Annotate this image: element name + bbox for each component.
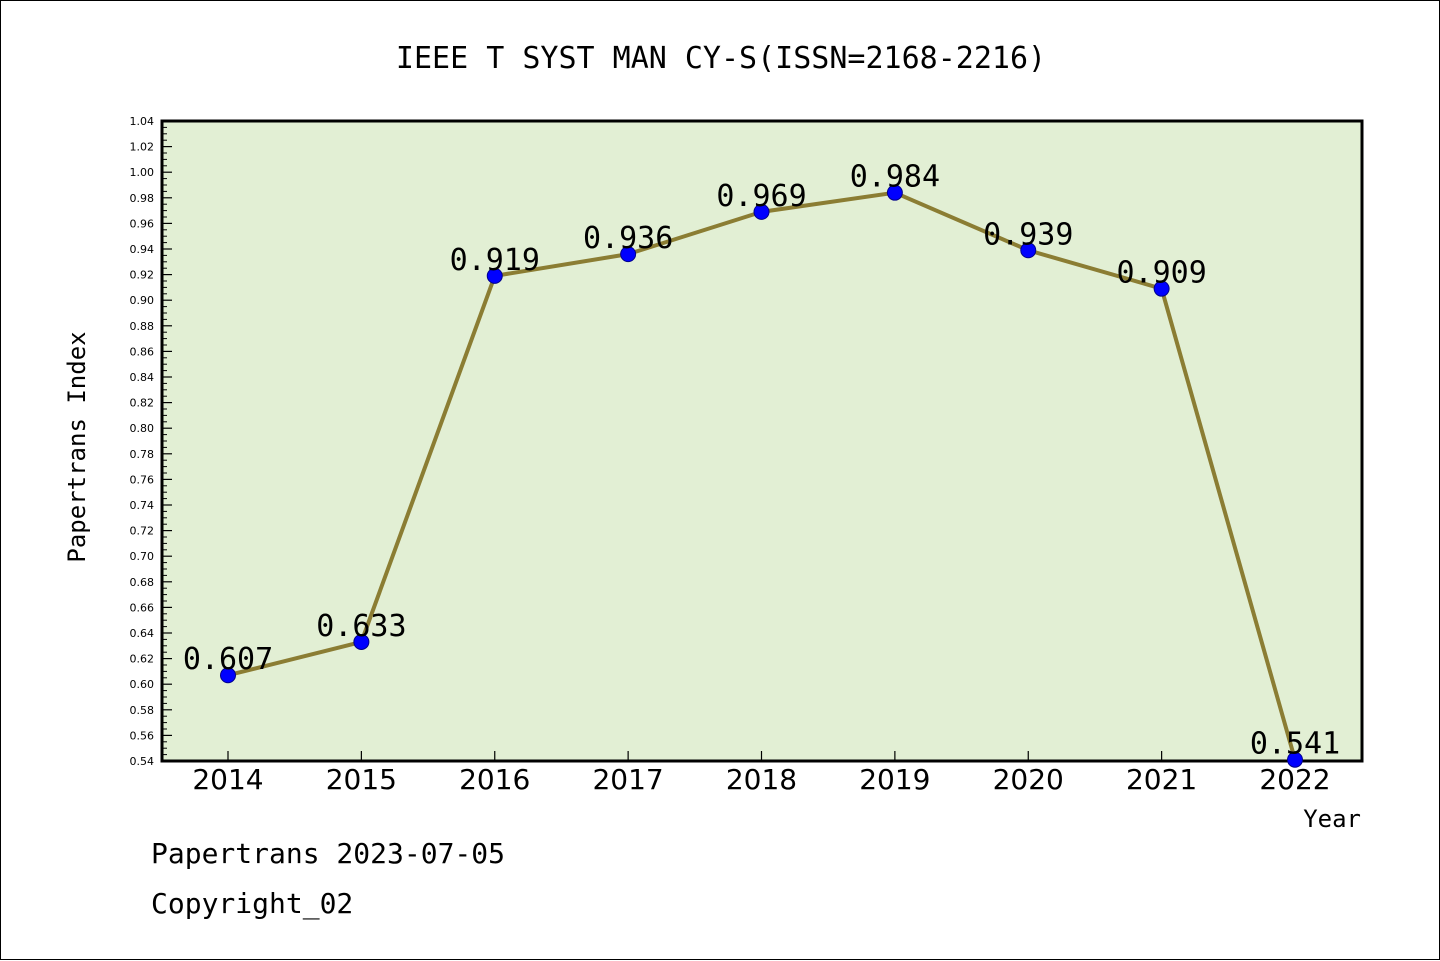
data-label: 0.939 — [983, 217, 1073, 252]
x-tick-label: 2019 — [859, 763, 930, 796]
y-tick-label: 0.86 — [130, 345, 155, 358]
data-point — [1287, 751, 1303, 768]
x-tick-label: 2021 — [1126, 763, 1197, 796]
plot-area — [160, 119, 1364, 763]
data-point — [1020, 242, 1037, 259]
y-tick-label: 0.96 — [130, 217, 155, 230]
y-tick-label: 0.76 — [130, 473, 155, 486]
footer-source: Papertrans 2023-07-05 — [151, 837, 506, 870]
x-tick-label: 2020 — [993, 763, 1064, 796]
y-tick-label: 1.04 — [130, 115, 155, 128]
y-tick-label: 0.60 — [130, 678, 155, 691]
data-label: 0.936 — [583, 221, 673, 256]
chart-title: IEEE T SYST MAN CY-S(ISSN=2168-2216) — [396, 41, 1046, 76]
data-point — [486, 267, 503, 284]
y-tick-label: 0.74 — [130, 499, 155, 512]
y-tick-label: 0.70 — [130, 550, 155, 563]
y-tick-label: 0.80 — [130, 422, 155, 435]
y-tick-label: 0.92 — [130, 269, 155, 282]
y-tick-label: 0.88 — [130, 320, 155, 333]
x-tick-label: 2022 — [1259, 763, 1330, 796]
y-tick-label: 0.94 — [130, 243, 155, 256]
data-label: 0.909 — [1116, 256, 1206, 291]
y-axis-title: Papertrans Index — [63, 331, 91, 562]
data-point — [886, 184, 903, 201]
y-tick-label: 0.54 — [130, 755, 155, 768]
data-label: 0.969 — [716, 179, 806, 214]
y-tick-label: 0.58 — [130, 704, 155, 717]
y-tick-label: 0.64 — [130, 627, 155, 640]
y-axis: 0.54 0.56 0.58 0.60 0.62 0.64 0.66 0.68 0.70 0.72… — [130, 115, 172, 768]
y-tick-label: 0.66 — [130, 601, 155, 614]
data-label: 0.633 — [316, 609, 406, 644]
y-tick-label: 0.84 — [130, 371, 155, 384]
data-point — [353, 633, 370, 650]
data-label: 0.919 — [450, 243, 540, 278]
data-point — [753, 203, 770, 220]
y-tick-label: 0.78 — [130, 448, 155, 461]
y-tick-label: 0.62 — [130, 653, 155, 666]
y-tick-label: 0.72 — [130, 525, 155, 538]
data-label: 0.541 — [1250, 727, 1340, 762]
x-tick-label: 2015 — [326, 763, 397, 796]
y-tick-label: 1.02 — [130, 141, 155, 154]
data-point — [220, 667, 236, 684]
y-tick-label: 0.56 — [130, 729, 155, 742]
footer-copyright: Copyright_02 — [151, 887, 354, 920]
y-tick-label: 0.82 — [130, 397, 155, 410]
y-tick-label: 0.90 — [130, 294, 155, 307]
data-point — [1153, 280, 1170, 297]
x-tick-label: 2018 — [726, 763, 797, 796]
data-label: 0.984 — [850, 160, 940, 195]
y-tick-label: 0.98 — [130, 192, 155, 205]
y-tick-label: 1.00 — [130, 166, 155, 179]
x-axis: 2014 2015 2016 2017 2018 2019 2020 2021 2022 — [192, 751, 1331, 796]
x-tick-label: 2016 — [459, 763, 530, 796]
x-tick-label: 2014 — [192, 763, 263, 796]
data-label: 0.607 — [183, 642, 273, 677]
series-group: 0.607 0.633 0.919 0.936 0.969 0.984 0.939 0.909… — [183, 160, 1340, 768]
x-axis-title: Year — [1303, 805, 1361, 833]
data-point — [620, 246, 637, 263]
y-tick-label: 0.68 — [130, 576, 155, 589]
x-tick-label: 2017 — [592, 763, 663, 796]
